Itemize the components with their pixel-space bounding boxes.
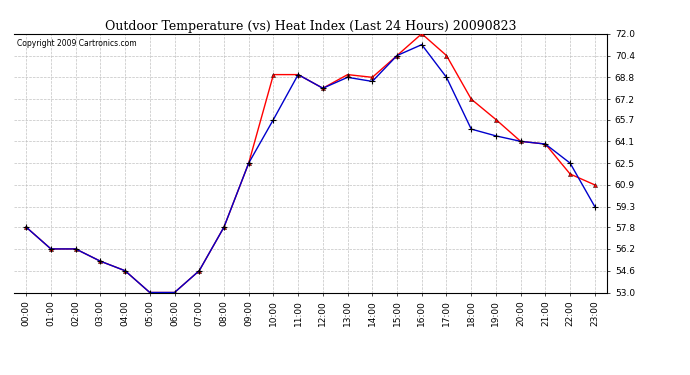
Text: Copyright 2009 Cartronics.com: Copyright 2009 Cartronics.com [17,39,137,48]
Title: Outdoor Temperature (vs) Heat Index (Last 24 Hours) 20090823: Outdoor Temperature (vs) Heat Index (Las… [105,20,516,33]
